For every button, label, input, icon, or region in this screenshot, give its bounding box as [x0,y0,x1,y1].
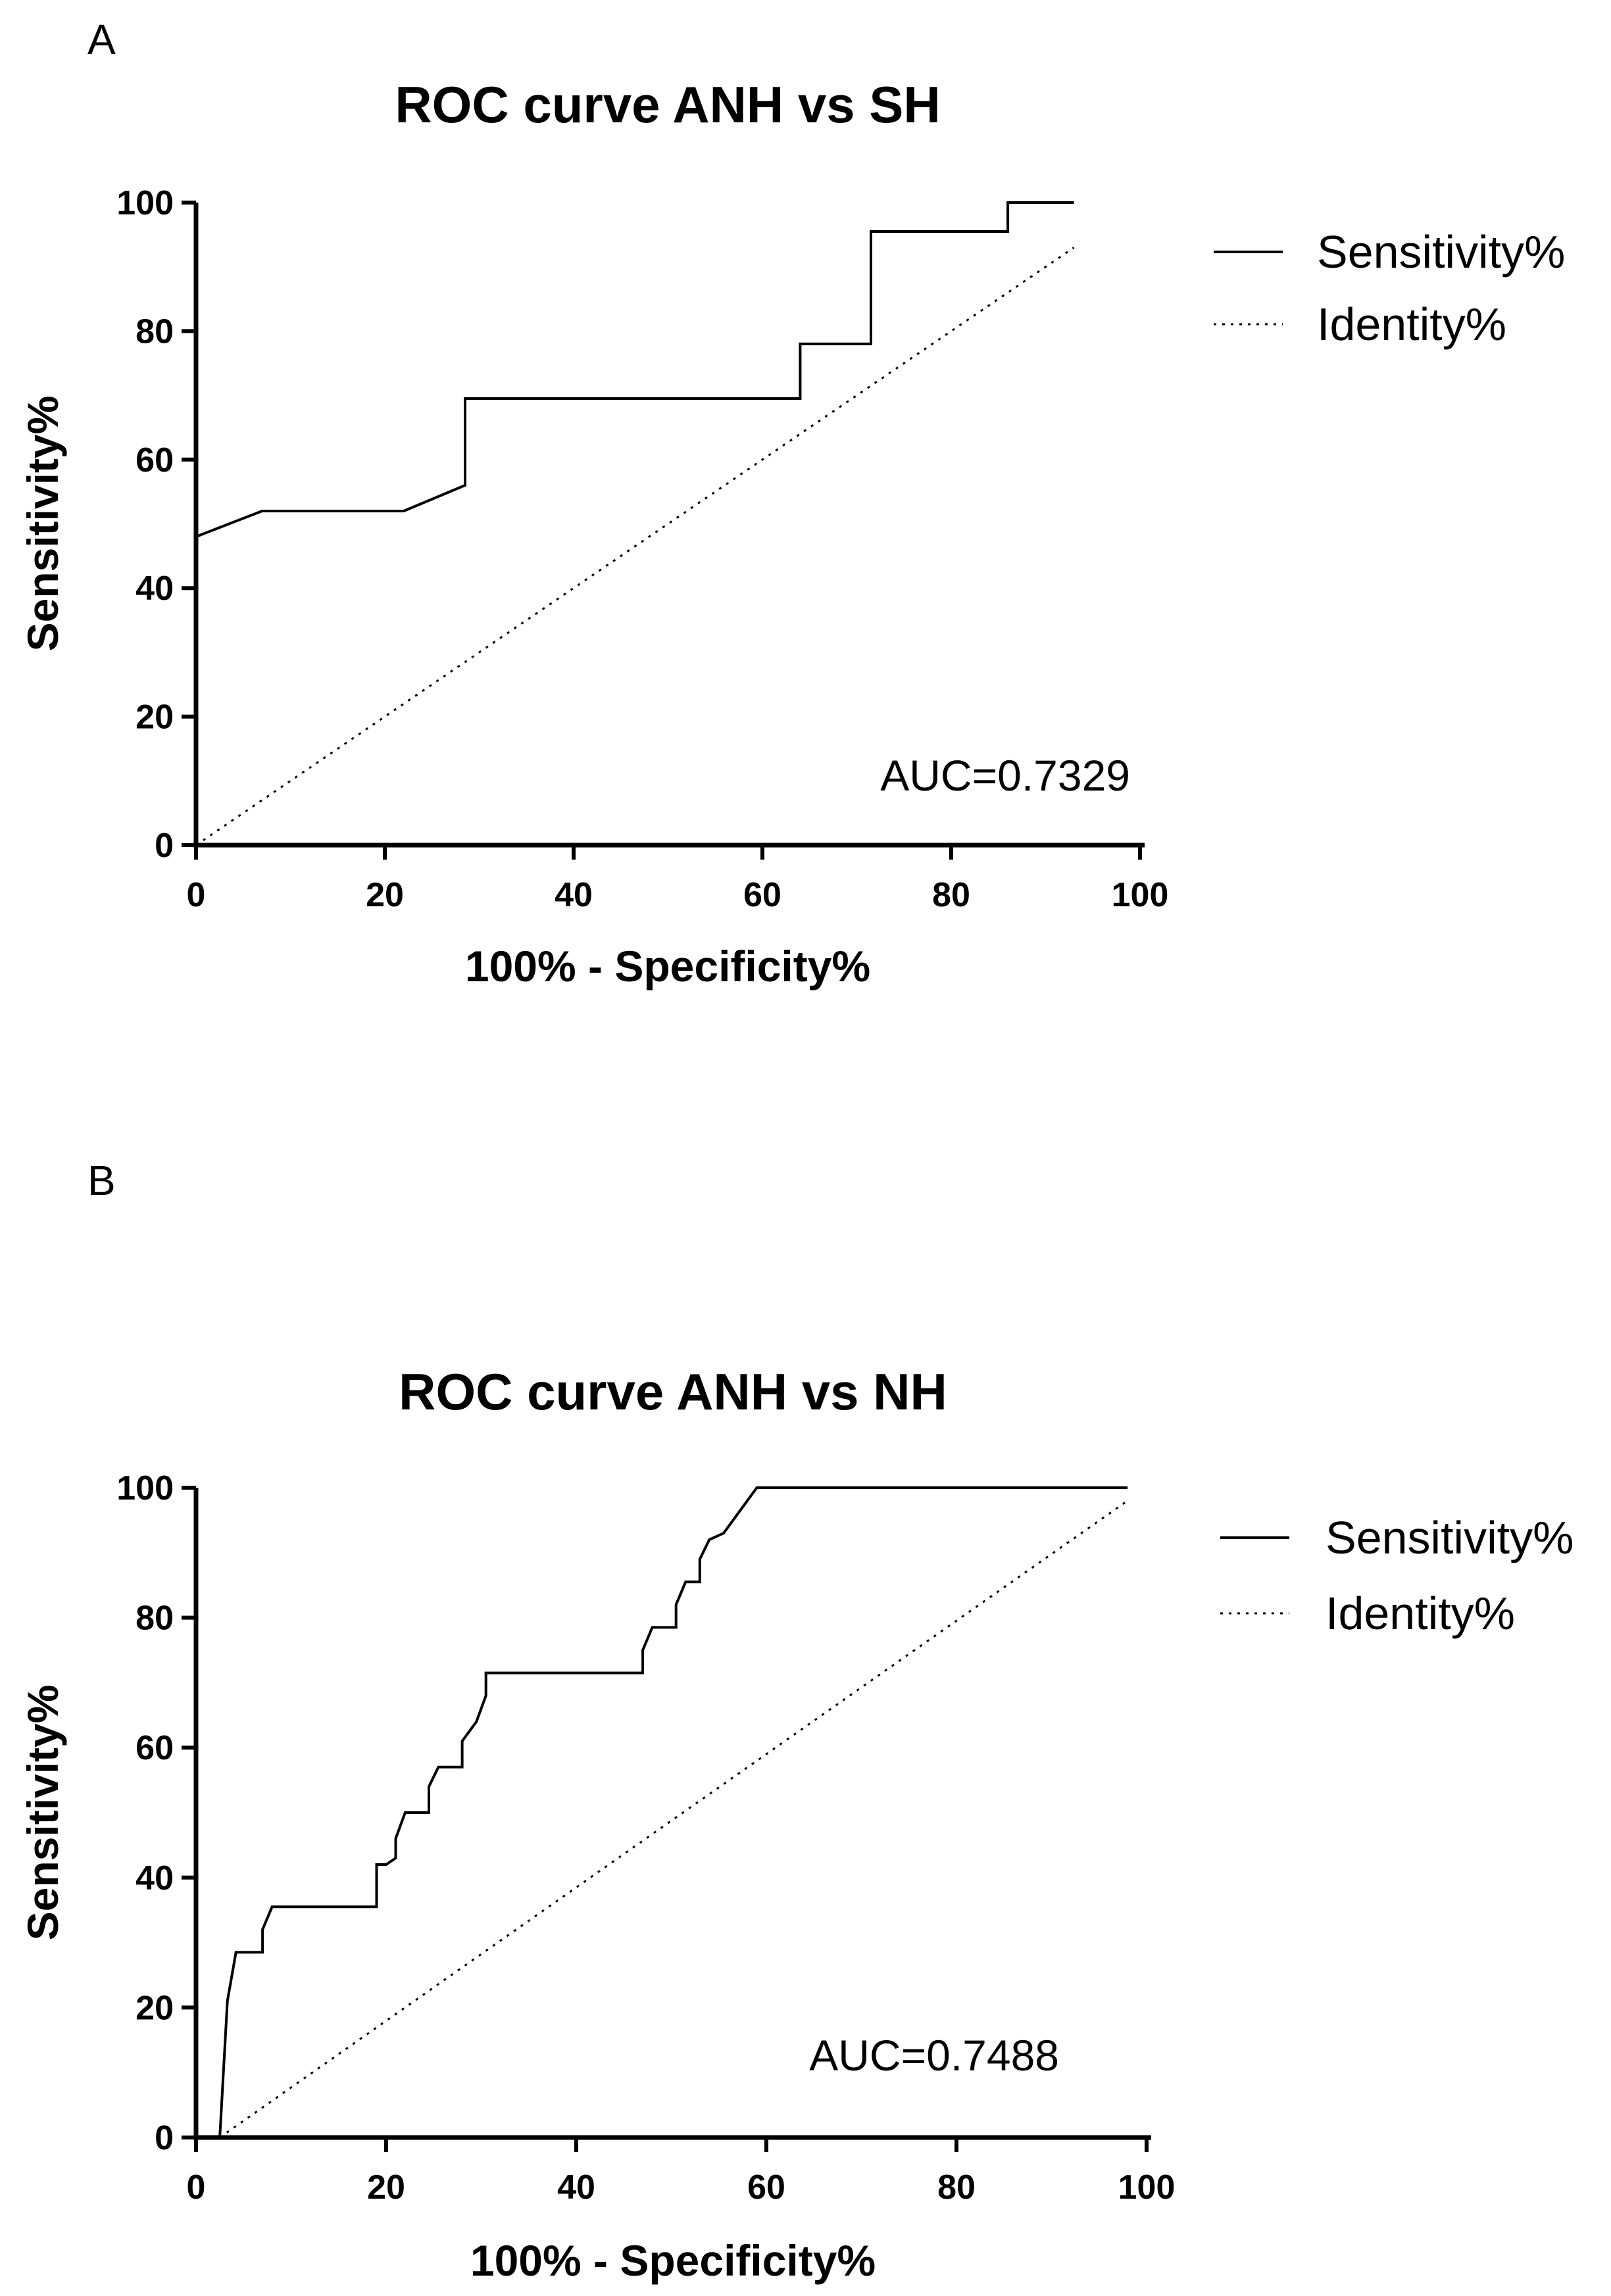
y-tick-label: 100 [116,184,174,222]
y-tick-label: 60 [136,441,174,479]
panel-a-chart: A ROC curve ANH vs SH 0 20 40 60 80 100 0 20 40… [18,16,1565,990]
x-tick-label: 0 [187,2168,206,2207]
y-tick-label: 40 [136,570,174,608]
x-tick-label: 20 [367,2168,405,2207]
x-tick-label: 0 [187,876,206,914]
panel-b-legend-sensitivity-label: Sensitivity% [1326,1512,1574,1563]
y-tick-label: 20 [136,1989,174,2027]
y-tick-label: 0 [155,827,174,865]
x-tick-label: 40 [557,2168,595,2207]
y-tick-label: 60 [136,1729,174,1767]
y-tick-label: 80 [136,312,174,351]
x-tick-label: 60 [747,2168,785,2207]
panel-b-auc-annotation: AUC=0.7488 [809,2031,1059,2080]
panel-a-title: ROC curve ANH vs SH [395,76,940,134]
panel-a-legend-identity-label: Identity% [1317,299,1506,350]
x-tick-label: 80 [937,2168,976,2207]
panel-b-x-axis-label: 100% - Specificity% [470,2236,876,2285]
panel-b-sensitivity-series-line [218,1486,1128,2138]
panel-b-legend-identity-label: Identity% [1326,1588,1515,1639]
panel-a-auc-annotation: AUC=0.7329 [880,751,1130,800]
x-tick-label: 20 [366,876,404,914]
panel-a-y-ticks: 0 20 40 60 80 100 [116,184,196,865]
panel-b-y-ticks: 0 20 40 60 80 100 [116,1469,196,2157]
panel-a-letter: A [87,16,116,63]
panel-a-y-axis-label: Sensitivity% [18,396,67,652]
y-tick-label: 100 [116,1469,174,1507]
x-tick-label: 80 [932,876,970,914]
panel-a-legend: Sensitivity% Identity% [1214,226,1565,350]
y-tick-label: 80 [136,1600,174,1638]
panel-a-legend-sensitivity-label: Sensitivity% [1317,226,1565,278]
x-tick-label: 100 [1118,2168,1176,2207]
x-tick-label: 40 [555,876,593,914]
panel-a-identity-series-line [195,247,1075,846]
panel-b-identity-series-line [219,1500,1128,2139]
x-tick-label: 100 [1112,876,1169,914]
panel-b-y-axis-label: Sensitivity% [18,1685,67,1941]
y-tick-label: 0 [155,2119,174,2157]
panel-b-title: ROC curve ANH vs NH [399,1363,947,1421]
panel-b-letter: B [87,1157,116,1204]
y-tick-label: 40 [136,1859,174,1897]
panel-b-chart: B ROC curve ANH vs NH 0 20 40 60 80 100 0 20 40… [18,1157,1574,2285]
y-tick-label: 20 [136,698,174,737]
x-tick-label: 60 [743,876,781,914]
panel-a-x-ticks: 0 20 40 60 80 100 [187,845,1169,914]
panel-b-legend: Sensitivity% Identity% [1220,1512,1574,1639]
panel-a-x-axis-label: 100% - Specificity% [465,942,870,990]
panel-a-sensitivity-series-line [195,201,1074,538]
panel-b-x-ticks: 0 20 40 60 80 100 [187,2137,1176,2207]
